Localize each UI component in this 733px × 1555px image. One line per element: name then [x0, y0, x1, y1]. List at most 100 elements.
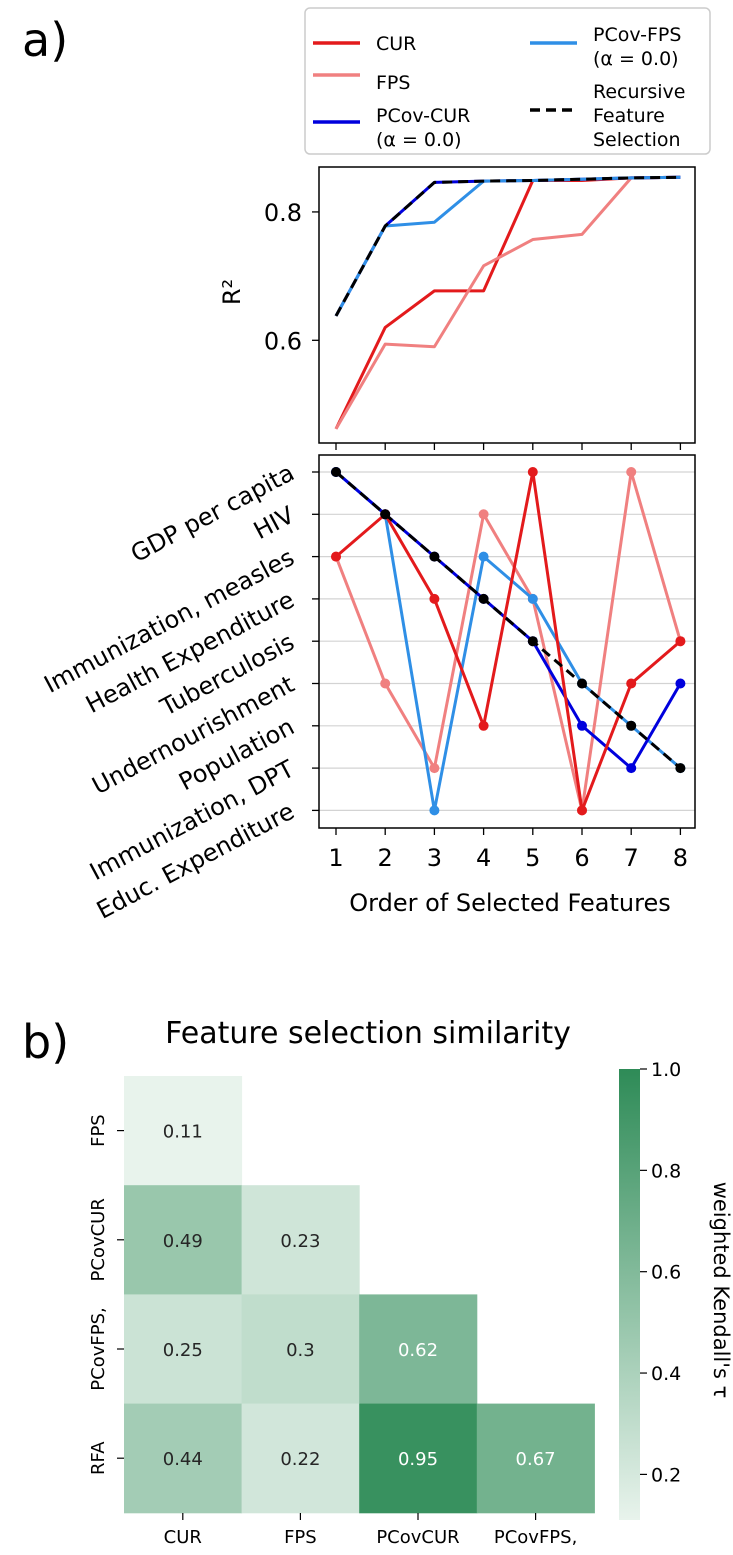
heatmap-xtick-label: PCovCUR — [376, 1527, 459, 1548]
heatmap-xtick-label: PCovFPS, — [494, 1527, 577, 1548]
r2-ylabel: R² — [218, 279, 246, 305]
feature-series-point — [577, 805, 587, 816]
feature-order-xticks: 1 2 3 4 5 6 7 8 — [328, 828, 688, 872]
feature-series-line — [334, 470, 682, 812]
heatmap-ytick-label: FPS — [88, 1114, 109, 1147]
r2-xticks — [335, 443, 682, 450]
colorbar-label: weighted Kendall's τ — [709, 1182, 733, 1399]
heatmap-cell-value: 0.22 — [280, 1449, 320, 1470]
feature-xtick-label: 1 — [328, 844, 343, 872]
feature-series-line — [335, 470, 682, 770]
heatmap-cells: 0.11 0.49 0.23 0.25 0.3 0.62 0.44 0.22 0.95 0.67 — [124, 1076, 595, 1514]
legend-frame — [304, 7, 711, 155]
feature-series-point — [478, 551, 489, 562]
feature-ytick-label: HIV — [249, 501, 299, 545]
colorbar-tick-label: 1.0 — [651, 1059, 681, 1081]
heatmap-ytick-label: PCovCUR — [88, 1198, 109, 1281]
heatmap-cell — [359, 1294, 478, 1405]
r2-series-line — [334, 175, 681, 317]
heatmap-cell-value: 0.95 — [398, 1449, 438, 1470]
heatmap-cell — [124, 1403, 243, 1514]
colorbar-tick-label: 0.4 — [651, 1363, 681, 1385]
heatmap-cell-value: 0.62 — [398, 1340, 438, 1361]
heatmap-cell-value: 0.25 — [163, 1340, 203, 1361]
feature-series-point — [478, 509, 489, 520]
heatmap-cell-value: 0.3 — [286, 1340, 315, 1361]
legend-label: (α = 0.0) — [376, 129, 462, 151]
heatmap-cell — [124, 1185, 243, 1295]
colorbar-tick-label: 0.8 — [651, 1160, 681, 1182]
legend-label: FPS — [376, 72, 410, 94]
heatmap-cell-value: 0.44 — [163, 1449, 203, 1470]
heatmap-xtick-label: CUR — [164, 1527, 202, 1548]
r2-series-line — [334, 175, 681, 317]
heatmap-xticks: CUR FPS PCovCUR PCovFPS, — [164, 1513, 577, 1548]
feature-xtick-label: 2 — [378, 844, 393, 872]
legend-label: Feature — [593, 105, 665, 127]
legend: CUR PCov-FPS(α = 0.0)FPS RecursiveFeatureS… — [304, 7, 711, 155]
feature-series-point — [478, 720, 489, 731]
heatmap-cell — [241, 1403, 360, 1514]
feature-xtick-label: 5 — [525, 844, 540, 872]
feature-series-point — [675, 763, 686, 774]
legend-label: PCov-CUR — [376, 105, 470, 127]
feature-xtick-label: 6 — [574, 844, 589, 872]
r2-series-line — [334, 175, 681, 317]
feature-series-point — [380, 678, 391, 689]
feature-series-point — [626, 678, 637, 689]
feature-series-point — [429, 593, 440, 604]
similarity-heatmap: Feature selection similarity 0.11 0.49 0.2… — [88, 1016, 595, 1548]
feature-xtick-label: 8 — [673, 844, 688, 872]
legend-label: Selection — [593, 129, 681, 151]
heatmap-cell-value: 0.11 — [163, 1122, 203, 1143]
feature-series-point — [527, 467, 538, 477]
r2-ytick-label: 0.6 — [264, 327, 302, 355]
legend-label: (α = 0.0) — [593, 48, 679, 70]
feature-xtick-label: 3 — [427, 844, 442, 872]
legend-label: PCov-FPS — [593, 24, 681, 46]
feature-order-xlabel: Order of Selected Features — [349, 889, 670, 917]
heatmap-cell — [124, 1294, 243, 1405]
r2-axes-frame — [318, 166, 696, 444]
feature-xtick-label: 4 — [476, 844, 491, 872]
r2-series-line — [334, 175, 681, 430]
colorbar-tick-label: 0.2 — [651, 1464, 681, 1486]
r2-yticks: 0.6 0.8 — [264, 199, 319, 355]
feature-order-series — [331, 467, 686, 816]
feature-series-point — [380, 509, 391, 520]
legend-label: CUR — [376, 33, 416, 55]
heatmap-cell — [476, 1403, 595, 1514]
heatmap-cell — [124, 1076, 243, 1186]
feature-series-point — [429, 551, 440, 562]
heatmap-cell-value: 0.23 — [280, 1231, 320, 1252]
feature-series-line — [335, 470, 682, 812]
r2-ytick-label: 0.8 — [264, 199, 302, 227]
feature-series-point — [577, 720, 587, 731]
r2-series-line — [334, 175, 681, 430]
feature-xtick-label: 7 — [624, 844, 639, 872]
feature-series-point — [626, 763, 637, 774]
feature-series-point — [527, 593, 538, 604]
r2-series — [334, 175, 681, 430]
feature-series-point — [331, 551, 341, 562]
panel-a-letter: a) — [22, 13, 68, 67]
heatmap-cell-value: 0.49 — [163, 1231, 203, 1252]
feature-series-point — [675, 636, 686, 647]
heatmap-yticks: FPS PCovCUR PCovFPS, RFA — [88, 1114, 124, 1475]
feature-series-point — [675, 678, 686, 689]
colorbar-tick-label: 0.6 — [651, 1262, 681, 1284]
feature-series-point — [478, 593, 489, 604]
heatmap-title: Feature selection similarity — [165, 1016, 571, 1051]
feature-series-point — [429, 805, 440, 816]
panel-b-letter: b) — [22, 1015, 69, 1069]
feature-series-point — [527, 636, 538, 647]
heatmap-cell — [241, 1185, 360, 1295]
feature-series-point — [331, 467, 341, 477]
colorbar-gradient — [619, 1069, 640, 1520]
r2-chart: R² 0.6 0.8 — [218, 166, 696, 450]
heatmap-cell — [359, 1403, 478, 1514]
feature-series-point — [626, 720, 637, 731]
heatmap-xtick-label: FPS — [284, 1527, 317, 1548]
